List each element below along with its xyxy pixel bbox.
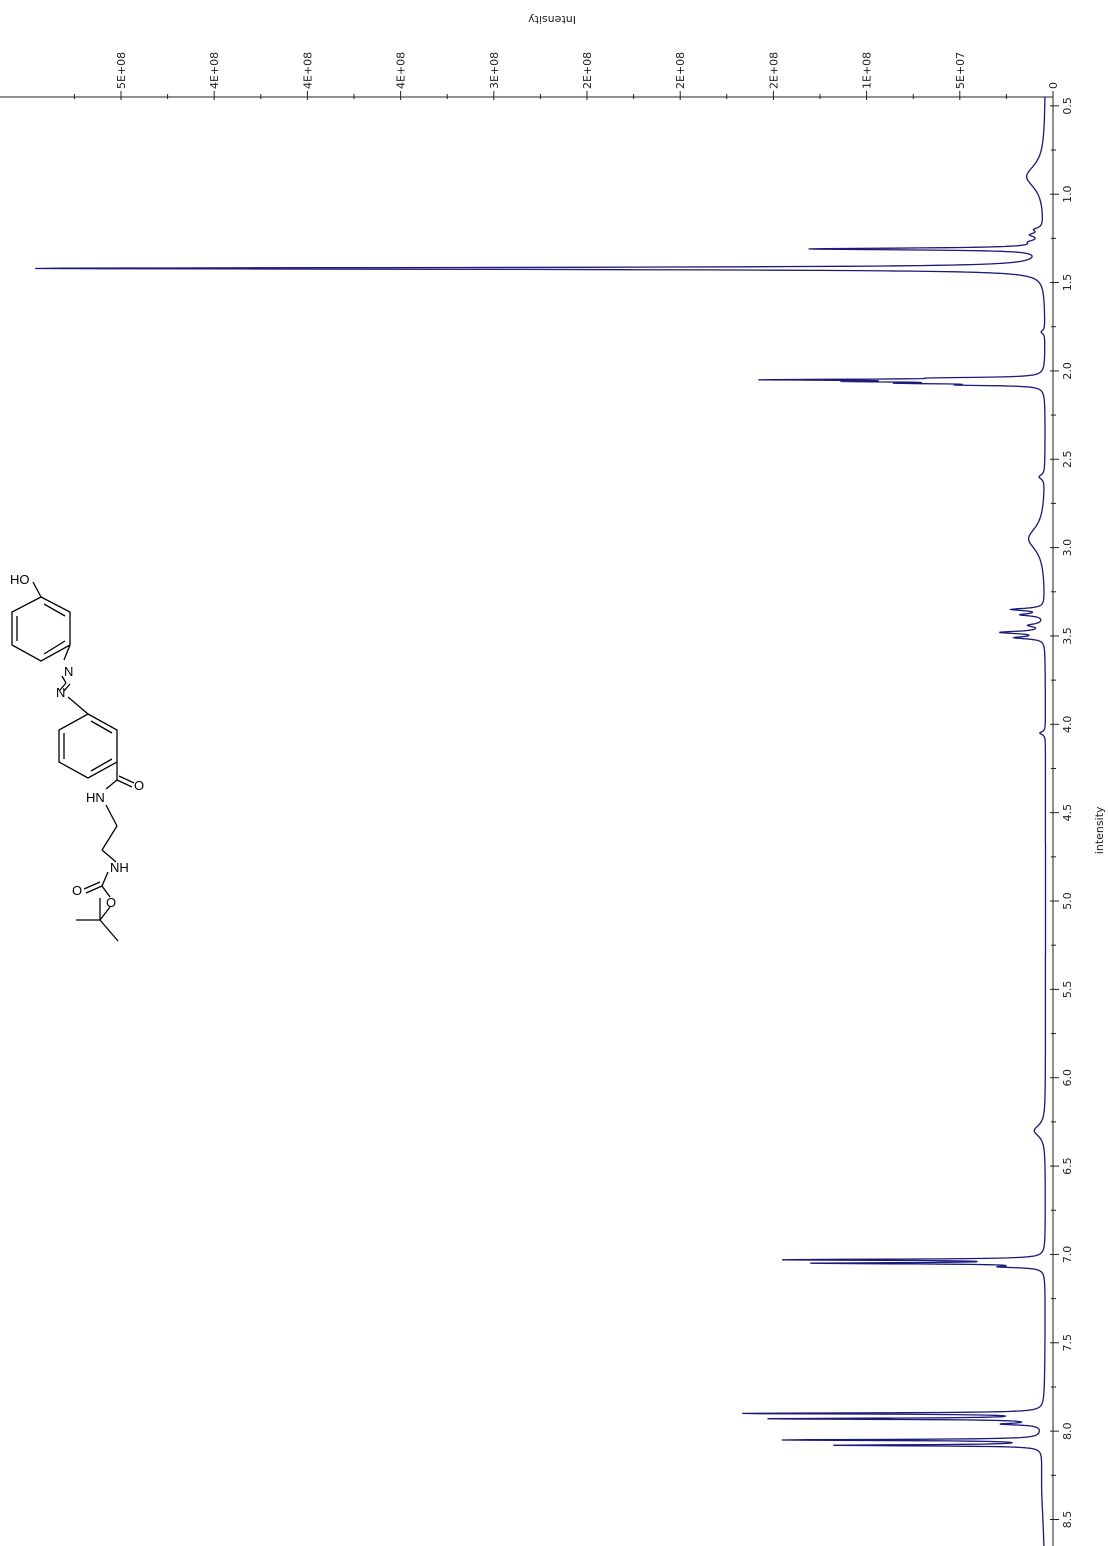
intensity-axis: 0 5E+07 1E+08 2E+08 2E+08 2E+08 3E+08 4E+08 4E+0… xyxy=(0,52,1060,100)
phenol-ring-double-bond xyxy=(43,640,66,655)
intensity-tick-label: 4E+08 xyxy=(395,52,408,89)
shift-tick-label: 2.5 xyxy=(1061,451,1074,469)
intensity-axis-title: Intensity xyxy=(528,13,576,26)
amide-n-bond xyxy=(105,779,118,790)
intensity-tick-label: 2E+08 xyxy=(581,52,594,89)
carbamate-bond xyxy=(101,871,109,887)
intensity-tick-label: 0 xyxy=(1047,82,1060,89)
intensity-tick-label: 2E+08 xyxy=(767,52,780,89)
amide-oxygen-label: O xyxy=(134,778,144,793)
intensity-tick-label: 4E+08 xyxy=(208,52,221,89)
shift-tick-label: 7.5 xyxy=(1061,1334,1074,1352)
hydroxyl-label: HO xyxy=(10,572,30,587)
spectrum-series-line xyxy=(35,97,1047,1546)
intensity-tick-label: 3E+08 xyxy=(488,52,501,89)
shift-axis: 0.5 1.0 1.5 2.0 2.5 3.0 3.5 4.0 4.5 5.0 5.5 6.0 6.5 7… xyxy=(1050,97,1074,1546)
shift-tick-label: 3.5 xyxy=(1061,627,1074,645)
shift-tick-label: 7.0 xyxy=(1061,1246,1074,1264)
amide-carbonyl xyxy=(116,779,133,788)
azo-nitrogen-label: N xyxy=(56,685,65,700)
ho-bond xyxy=(32,581,42,598)
carbamate-nh-label: NH xyxy=(110,860,129,875)
carbamate-carbonyl xyxy=(83,881,101,890)
shift-tick-label: 4.0 xyxy=(1061,716,1074,734)
carbamate-bond xyxy=(101,885,111,898)
shift-tick-label: 4.5 xyxy=(1061,804,1074,822)
intensity-tick-label: 4E+08 xyxy=(301,52,314,89)
shift-tick-label: 0.5 xyxy=(1061,97,1074,115)
benzamide-ring xyxy=(58,713,118,779)
shift-tick-label: 8.5 xyxy=(1061,1511,1074,1529)
intensity-tick-label: 5E+07 xyxy=(954,52,967,89)
tbutyl-bond xyxy=(99,906,111,921)
intensity-tick-label: 1E+08 xyxy=(861,52,874,89)
structure-labels: HO N N O HN NH O O xyxy=(10,572,144,910)
linker-bond xyxy=(101,825,118,851)
intensity-tick-label: 5E+08 xyxy=(115,52,128,89)
azo-bond xyxy=(63,644,71,661)
azo-bond xyxy=(59,682,67,691)
shift-tick-label: 6.0 xyxy=(1061,1069,1074,1087)
shift-tick-label: 6.5 xyxy=(1061,1157,1074,1175)
shift-axis-title: intensity xyxy=(1093,806,1106,854)
linker-bond xyxy=(101,849,117,863)
azo-bond xyxy=(63,683,71,692)
benzamide-ring-double-bond xyxy=(90,720,113,734)
carbamate-oxygen-label: O xyxy=(72,883,82,898)
shift-tick-label: 5.5 xyxy=(1061,981,1074,999)
phenol-ring-double-bond xyxy=(43,603,66,617)
phenol-ring xyxy=(11,596,71,662)
shift-tick-label: 2.0 xyxy=(1061,362,1074,380)
azo-bond xyxy=(61,675,67,684)
chemical-structure xyxy=(11,581,135,942)
intensity-tick-label: 2E+08 xyxy=(674,52,687,89)
benzamide-ring-double-bond xyxy=(90,758,113,772)
shift-tick-label: 5.0 xyxy=(1061,892,1074,910)
carbamate-carbonyl xyxy=(85,885,103,894)
shift-tick-label: 1.0 xyxy=(1061,185,1074,203)
amide-nh-label: HN xyxy=(86,790,105,805)
ester-oxygen-label: O xyxy=(106,895,116,910)
shift-tick-label: 1.5 xyxy=(1061,274,1074,292)
linker-bond xyxy=(105,804,118,827)
shift-tick-label: 3.0 xyxy=(1061,539,1074,557)
azo-bond xyxy=(67,696,89,715)
azo-nitrogen-label: N xyxy=(64,664,73,679)
shift-tick-label: 8.0 xyxy=(1061,1422,1074,1440)
amide-carbonyl xyxy=(118,775,135,784)
tbutyl-bond xyxy=(99,919,119,942)
